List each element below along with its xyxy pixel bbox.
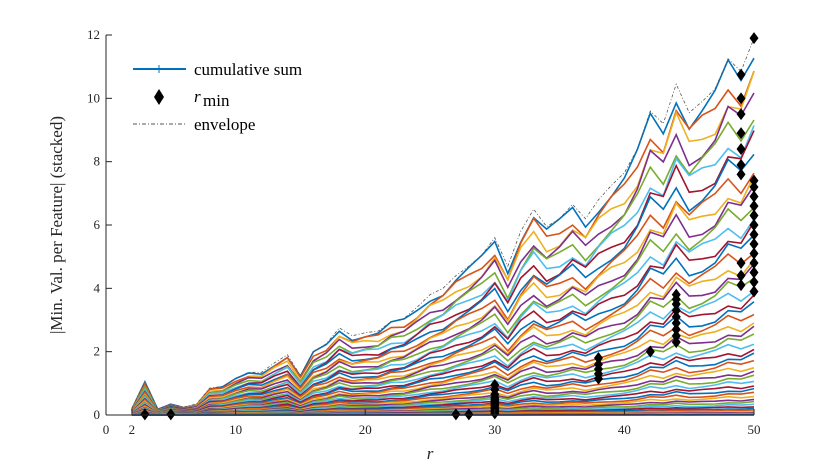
- r-min-marker: [671, 288, 681, 301]
- cumulative-series-line: [131, 290, 755, 414]
- r-min-marker: [736, 127, 746, 140]
- r-min-marker: [749, 247, 759, 260]
- x-tick-label: 30: [488, 422, 501, 437]
- y-ticks: 0 2 4 6 8 10 12: [87, 27, 112, 422]
- y-axis-label: |Min. Val. per Feature| (stacked): [47, 116, 66, 334]
- r-min-marker: [736, 269, 746, 282]
- cumulative-series-line: [131, 130, 755, 412]
- cumulative-series-line: [131, 218, 755, 413]
- r-min-marker: [736, 257, 746, 269]
- r-min-marker: [736, 279, 746, 292]
- r-min-marker: [671, 304, 681, 317]
- axes: 0 2 10 20 30 40 50 0 2 4 6 8 10 12 r |Min. Val. per …: [47, 27, 761, 463]
- legend-label-rmin: r: [194, 87, 201, 106]
- y-tick-label: 4: [94, 280, 101, 295]
- r-min-marker: [736, 143, 746, 155]
- r-min-marker: [749, 228, 759, 241]
- x-tick-label: 40: [618, 422, 631, 437]
- legend-label-cumulative: cumulative sum: [194, 60, 302, 79]
- cumulative-series-line: [131, 277, 755, 414]
- y-tick-label: 8: [94, 154, 101, 169]
- cumulative-series-line: [131, 175, 755, 413]
- r-min-marker: [736, 68, 746, 81]
- cumulative-series-line: [131, 153, 755, 412]
- r-min-marker: [490, 378, 500, 391]
- envelope-layer: [131, 38, 755, 410]
- r-min-marker: [645, 345, 655, 358]
- r-min-marker: [671, 323, 681, 336]
- r-min-marker: [749, 238, 759, 250]
- r-min-marker: [749, 200, 759, 212]
- r-min-marker: [593, 352, 603, 364]
- x-axis-label: r: [427, 444, 434, 463]
- r-min-marker: [749, 190, 759, 203]
- r-min-marker: [671, 336, 681, 349]
- r-min-marker: [749, 32, 759, 45]
- x-tick-label: 10: [229, 422, 242, 437]
- legend: cumulative sum r min envelope: [133, 60, 302, 134]
- r-min-marker: [464, 408, 474, 421]
- cumulative-series-line: [131, 70, 755, 411]
- y-tick-label: 12: [87, 27, 100, 42]
- cumulative-series-line: [131, 252, 755, 414]
- r-min-marker: [671, 329, 681, 342]
- cumulative-series-line: [131, 322, 755, 415]
- envelope-line: [131, 38, 755, 410]
- r-min-marker: [736, 158, 746, 171]
- r-min-marker: [140, 408, 150, 421]
- r-min-marker: [671, 317, 681, 330]
- plot-area: [131, 32, 759, 421]
- cumulative-series-line: [131, 172, 755, 413]
- r-min-marker: [736, 168, 746, 181]
- r-min-marker: [749, 257, 759, 269]
- y-tick-label: 6: [94, 217, 101, 232]
- cumulative-series-line: [131, 259, 755, 414]
- r-min-marker: [749, 181, 759, 193]
- legend-label-rmin-sub: min: [203, 91, 230, 110]
- cumulative-series-line: [131, 313, 755, 415]
- r-min-marker: [736, 108, 746, 121]
- x-tick-label: 2: [129, 422, 136, 437]
- r-min-marker: [749, 219, 759, 231]
- x-tick-label: 0: [103, 422, 110, 437]
- cumulative-series-line: [131, 207, 755, 413]
- r-min-marker: [749, 174, 759, 187]
- r-min-marker: [749, 209, 759, 222]
- x-ticks: 0 2 10 20 30 40 50: [103, 409, 761, 437]
- cumulative-series-line: [131, 92, 755, 412]
- y-tick-label: 2: [94, 344, 101, 359]
- cumulative-series-layer: [131, 57, 755, 416]
- r-min-marker: [749, 276, 759, 288]
- cumulative-series-line: [131, 125, 755, 412]
- r-min-marker: [166, 408, 176, 421]
- r-min-marker: [749, 285, 759, 298]
- r-min-marker: [593, 358, 603, 371]
- cumulative-series-line: [131, 119, 755, 412]
- x-tick-label: 20: [359, 422, 372, 437]
- r-min-marker: [749, 266, 759, 279]
- x-tick-label: 50: [748, 422, 761, 437]
- r-min-marker: [451, 408, 461, 421]
- y-tick-label: 10: [87, 90, 100, 105]
- y-tick-label: 0: [94, 407, 101, 422]
- r-min-marker: [736, 92, 746, 105]
- legend-label-envelope: envelope: [194, 115, 255, 134]
- legend-diamond: [154, 89, 164, 105]
- r-min-marker: [671, 310, 681, 323]
